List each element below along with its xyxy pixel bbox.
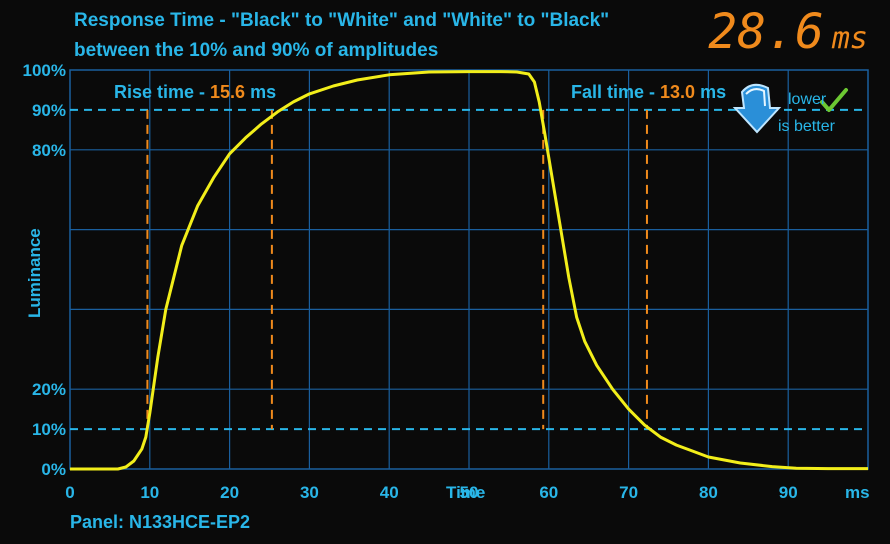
x-tick-label: 20 [220, 483, 239, 502]
x-tick-label: 60 [539, 483, 558, 502]
y-tick-label: 20% [32, 380, 66, 399]
x-tick-label: 90 [779, 483, 798, 502]
total-response-time: 28.6 ms [708, 4, 868, 60]
total-value: 28.6 [708, 4, 824, 60]
x-axis-label: Time [446, 483, 485, 502]
fall-time-label: Fall time - [571, 82, 660, 102]
marker-lines [146, 109, 648, 430]
x-tick-label: 50 [460, 483, 479, 502]
fall-time-unit: ms [700, 82, 726, 102]
x-tick-label: 30 [300, 483, 319, 502]
badge-line1: lower [788, 91, 827, 108]
checkmark-icon [820, 88, 848, 112]
fall-time-annotation: Fall time - 13.0 ms [571, 82, 726, 102]
rise-time-value: 15.6 [210, 82, 245, 102]
grid [69, 69, 869, 470]
fall-time-value: 13.0 [660, 82, 695, 102]
y-tick-label: 0% [41, 460, 66, 479]
y-axis-label: Luminance [25, 228, 44, 318]
x-tick-label: 80 [699, 483, 718, 502]
rise-time-label: Rise time - [114, 82, 210, 102]
x-tick-labels: 0 10 20 30 40 50 60 70 80 90 [65, 483, 797, 502]
rise-time-unit: ms [250, 82, 276, 102]
y-tick-label: 80% [32, 141, 66, 160]
rise-time-annotation: Rise time - 15.6 ms [114, 82, 276, 102]
y-tick-label: 90% [32, 101, 66, 120]
badge-line2: is better [778, 118, 836, 135]
lower-is-better-badge: lower is better [732, 83, 848, 135]
x-tick-label: 10 [140, 483, 159, 502]
y-tick-label: 100% [23, 61, 66, 80]
threshold-lines [70, 108, 868, 431]
x-tick-label: 70 [619, 483, 638, 502]
y-tick-labels: 0% 10% 20% 80% 90% 100% [23, 61, 66, 479]
chart-subtitle: between the 10% and 90% of amplitudes [74, 40, 439, 61]
total-unit: ms [831, 21, 868, 56]
panel-label: Panel: N133HCE-EP2 [70, 512, 251, 532]
chart-title: Response Time - "Black" to "White" and "… [74, 10, 610, 31]
x-axis-unit: ms [845, 483, 870, 502]
x-tick-label: 40 [380, 483, 399, 502]
down-arrow-icon [732, 83, 782, 134]
luminance-series-line [70, 70, 868, 471]
y-tick-label: 10% [32, 420, 66, 439]
x-tick-label: 0 [65, 483, 74, 502]
